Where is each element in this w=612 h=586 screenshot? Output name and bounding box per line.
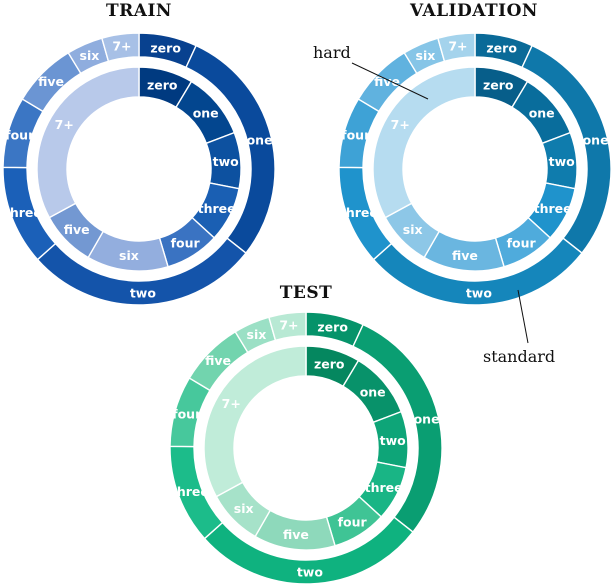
train-outer-label-three: three [4,205,42,220]
train-inner-label-three: three [198,201,236,216]
test-outer-label-three: three [171,484,209,499]
validation-outer-label-six: six [416,48,436,63]
test-inner-label-zero: zero [314,357,345,372]
test-outer-label-two: two [297,564,324,579]
train-outer-slice-7plus [101,32,140,63]
train-outer-label-five: five [38,74,64,89]
standard-pointer-line [517,289,529,344]
test-inner-label-7plus: 7+ [222,396,241,411]
test-inner-label-two: two [380,433,407,448]
test-inner-label-six: six [234,501,254,516]
validation-inner-label-four: four [507,235,537,250]
train-inner-slice-7plus [36,66,140,219]
hard-pointer-line [351,62,429,100]
train-inner-label-7plus: 7+ [55,117,74,132]
test-inner-label-three: three [365,480,403,495]
annotations: hard standard [313,43,555,366]
train-inner-label-two: two [213,154,240,169]
test-inner-label-four: four [338,514,368,529]
test-outer-label-7plus: 7+ [279,318,298,333]
train-inner-label-zero: zero [147,78,178,93]
validation-chart: VALIDATION zeroonetwothreefourfivesix7+z… [338,1,612,306]
train-outer-label-one: one [247,133,273,148]
validation-outer-label-four: four [341,128,371,143]
validation-inner-slice-7plus [372,66,476,219]
validation-outer-label-one: one [583,133,609,148]
standard-annotation: standard [483,347,555,366]
validation-inner-label-zero: zero [483,78,514,93]
train-rings: zeroonetwothreefourfivesix7+zeroonetwoth… [2,32,276,306]
validation-inner-label-7plus: 7+ [391,117,410,132]
validation-rings: zeroonetwothreefourfivesix7+zeroonetwoth… [338,32,612,306]
train-inner-label-one: one [193,106,219,121]
validation-outer-label-three: three [340,205,378,220]
test-outer-label-four: four [172,407,202,422]
test-inner-slice-7plus [203,345,307,498]
train-inner-label-five: five [64,222,90,237]
validation-inner-label-five: five [452,248,478,263]
validation-outer-label-five: five [374,74,400,89]
validation-outer-label-7plus: 7+ [448,39,467,54]
validation-outer-slice-7plus [437,32,476,63]
train-outer-label-zero: zero [150,40,181,55]
validation-inner-label-three: three [534,201,572,216]
train-inner-label-four: four [171,235,201,250]
test-outer-label-one: one [414,412,440,427]
validation-inner-label-one: one [529,106,555,121]
test-outer-slice-7plus [268,311,307,342]
test-inner-label-one: one [360,385,386,400]
train-outer-label-four: four [5,128,35,143]
hard-annotation: hard [313,43,351,62]
test-chart: TEST zeroonetwothreefourfivesix7+zeroone… [169,283,443,585]
test-outer-label-five: five [205,353,231,368]
train-outer-label-two: two [130,285,157,300]
train-outer-label-7plus: 7+ [112,39,131,54]
test-outer-label-zero: zero [317,319,348,334]
test-outer-label-six: six [247,327,267,342]
validation-outer-label-zero: zero [486,40,517,55]
train-chart: TRAIN zeroonetwothreefourfivesix7+zeroon… [2,1,276,306]
test-title: TEST [280,283,333,303]
validation-outer-label-two: two [466,285,493,300]
test-inner-label-five: five [283,527,309,542]
validation-title: VALIDATION [409,1,538,21]
validation-inner-label-six: six [403,222,423,237]
train-outer-label-six: six [80,48,100,63]
test-rings: zeroonetwothreefourfivesix7+zeroonetwoth… [169,311,443,585]
validation-inner-label-two: two [549,154,576,169]
train-inner-label-six: six [119,248,139,263]
train-title: TRAIN [106,1,172,21]
